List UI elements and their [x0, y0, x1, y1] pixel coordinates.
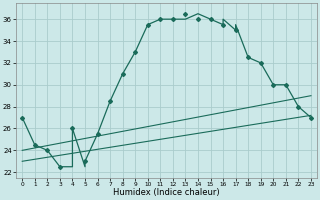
X-axis label: Humidex (Indice chaleur): Humidex (Indice chaleur) — [113, 188, 220, 197]
